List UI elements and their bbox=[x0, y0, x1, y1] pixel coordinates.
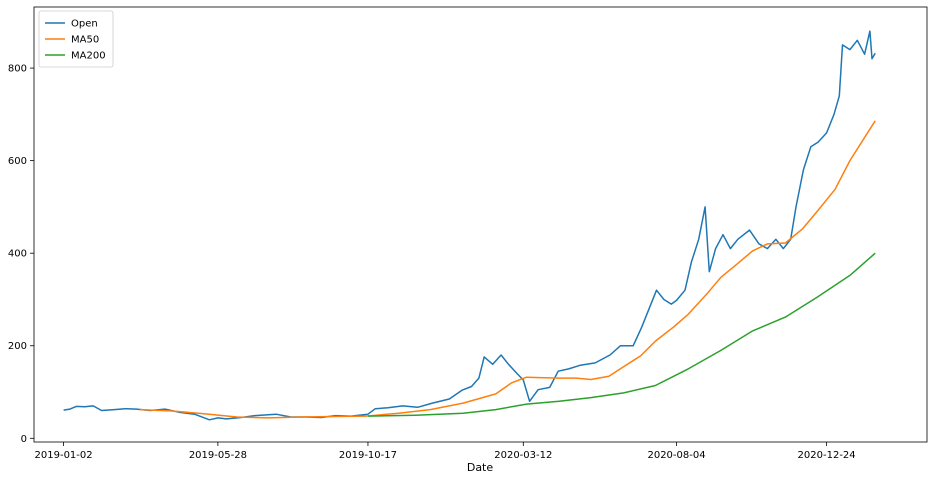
x-tick-label: 2019-05-28 bbox=[189, 450, 247, 461]
x-axis-label: Date bbox=[467, 461, 494, 474]
x-tick-label: 2020-12-24 bbox=[798, 450, 856, 461]
y-tick-label: 800 bbox=[8, 64, 27, 75]
y-tick-label: 200 bbox=[8, 341, 27, 352]
legend-label-ma200: MA200 bbox=[71, 51, 106, 62]
series-layer bbox=[63, 30, 876, 421]
y-tick-label: 600 bbox=[8, 156, 27, 167]
legend-box bbox=[38, 10, 114, 68]
legend-label-ma50: MA50 bbox=[71, 35, 99, 46]
x-axis: 2019-01-02 2019-05-28 2019-10-17 2020-03-12… bbox=[35, 442, 856, 461]
x-tick-label: 2020-08-04 bbox=[647, 450, 705, 461]
y-tick-label: 0 bbox=[21, 434, 27, 445]
x-tick-label: 2019-01-02 bbox=[35, 450, 93, 461]
series-line-ma200 bbox=[367, 252, 876, 417]
legend-label-open: Open bbox=[71, 19, 98, 30]
y-tick-label: 400 bbox=[8, 249, 27, 260]
plot-frame bbox=[33, 6, 928, 443]
x-tick-label: 2019-10-17 bbox=[339, 450, 397, 461]
legend: Open MA50 MA200 bbox=[38, 10, 114, 68]
y-axis: 0 200 400 600 800 bbox=[8, 64, 34, 445]
x-tick-label: 2020-03-12 bbox=[494, 450, 552, 461]
series-line-ma50 bbox=[139, 120, 876, 419]
